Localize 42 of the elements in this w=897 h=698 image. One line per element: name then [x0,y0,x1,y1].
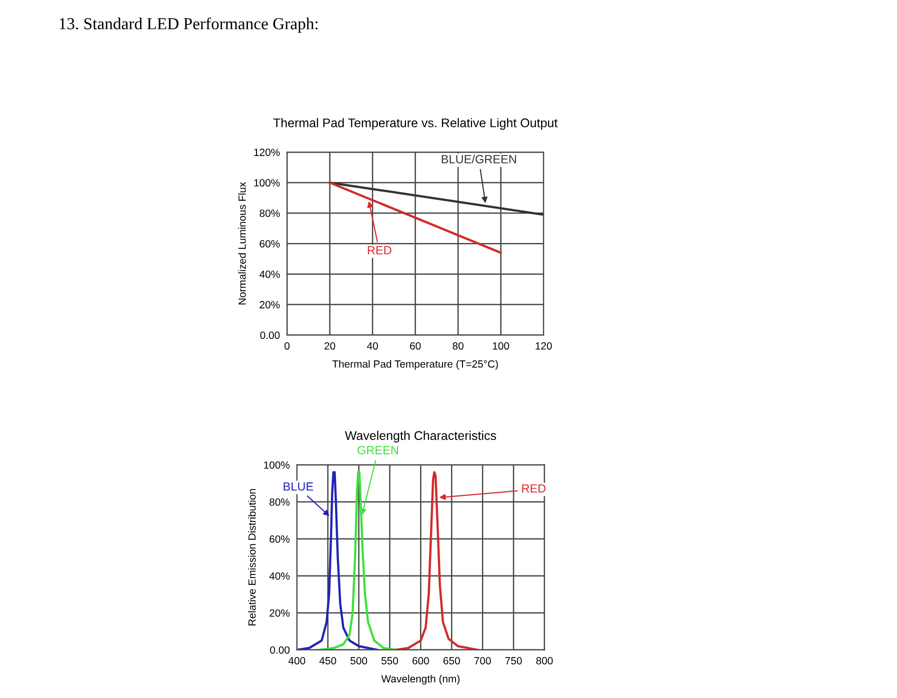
y-tick-label: 20% [260,301,280,308]
x-tick-label: 650 [443,657,460,664]
x-tick-label: 500 [350,657,368,664]
y-tick-label: 0.00 [270,646,290,654]
text: RED [368,246,392,254]
y-tick-label: 80% [260,210,280,217]
chart-title: Wavelength Characteristics [344,430,496,442]
x-tick-label: 600 [412,657,429,664]
y-axis-title: Normalized Luminous Flux [238,182,246,304]
series-label: BLUE [284,482,314,491]
x-axis-title: Thermal Pad Temperature (T=25°C) [332,360,498,370]
chart-title: Thermal Pad Temperature vs. Relative Light Output [273,118,558,130]
y-tick-label: 0.00 [260,332,280,339]
x-tick-label: 100 [492,342,510,350]
y-tick-label: 100% [264,461,290,469]
y-tick-label: 120% [254,148,280,156]
x-tick-label: 550 [381,657,398,664]
y-tick-label: 40% [269,572,290,580]
x-tick-label: 20 [324,342,336,350]
y-tick-label: 60% [260,240,280,248]
x-tick-label: 60 [410,342,421,350]
text: BLUE/GREEN [442,154,516,164]
y-tick-label: 100% [254,179,280,187]
x-tick-label: 0 [284,342,290,350]
x-tick-label: 400 [288,657,306,664]
x-tick-label: 120 [536,342,552,350]
x-tick-label: 450 [319,657,336,664]
y-tick-label: 80% [270,498,290,506]
y-axis-title: Relative Emission Distribution [248,489,256,626]
series-label: GREEN [358,446,398,454]
y-tick-label: 60% [270,535,290,543]
x-tick-label: 700 [474,657,491,664]
x-tick-label: 750 [505,657,522,664]
x-tick-label: 800 [536,657,553,664]
y-tick-label: 20% [270,609,290,617]
y-tick-label: 40% [259,270,280,278]
text: RED [522,484,546,492]
line-series [394,471,479,650]
x-tick-label: 80 [452,342,464,350]
x-tick-label: 40 [367,342,378,350]
x-axis-title: Wavelength (nm) [381,674,460,685]
text: 13. Standard LED Performance Graph: [60,17,318,33]
